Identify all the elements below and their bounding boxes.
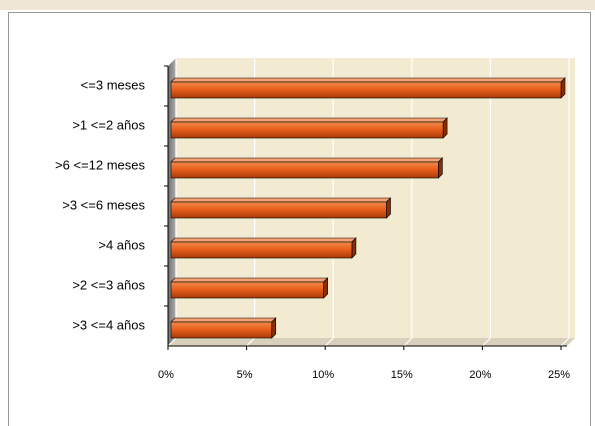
y-tick-label: >6 <=12 meses — [55, 157, 145, 172]
bar — [170, 201, 387, 219]
grid-line — [481, 58, 491, 347]
floor — [168, 338, 575, 346]
x-tick-label: 0% — [158, 369, 174, 381]
bar-group — [170, 317, 277, 339]
bar-top — [170, 117, 448, 123]
grid-line — [560, 58, 570, 347]
bar-top — [170, 317, 277, 323]
grid-line — [403, 58, 413, 347]
bar-group — [170, 117, 448, 139]
bar — [170, 241, 353, 259]
grid-line — [324, 58, 334, 347]
bar-top — [170, 277, 329, 283]
bar — [170, 121, 444, 139]
x-tick-label: 10% — [312, 369, 334, 381]
bar-group — [170, 277, 329, 299]
header-strip — [0, 0, 595, 10]
bar — [170, 321, 273, 339]
y-tick-label: >3 <=4 años — [72, 317, 145, 332]
y-tick-label: >2 <=3 años — [72, 277, 145, 292]
bar — [170, 81, 562, 99]
bar-top — [170, 157, 444, 163]
bar-group — [170, 77, 566, 99]
bar — [170, 161, 439, 179]
x-tick-label: 20% — [469, 369, 491, 381]
bar-end — [351, 237, 357, 259]
y-tick-label: >3 <=6 meses — [62, 197, 145, 212]
x-tick-label: 5% — [237, 369, 253, 381]
bar-end — [438, 157, 443, 179]
bar — [170, 281, 324, 299]
bar-group — [170, 157, 444, 179]
y-tick-label: >1 <=2 años — [72, 117, 145, 132]
bar-end — [386, 197, 391, 219]
bar-end — [442, 117, 448, 139]
y-tick-label: <=3 meses — [81, 77, 146, 92]
x-tick-label: 15% — [391, 369, 413, 381]
bar-group — [170, 197, 392, 219]
bar-top — [170, 237, 357, 243]
bar-end — [560, 77, 566, 99]
x-tick-label: 25% — [548, 369, 570, 381]
bar-top — [170, 197, 392, 203]
bar-end — [271, 317, 277, 339]
bar-group — [170, 237, 357, 259]
bar-end — [323, 277, 328, 299]
bar-top — [170, 77, 566, 83]
y-tick-label: >4 años — [98, 237, 145, 252]
